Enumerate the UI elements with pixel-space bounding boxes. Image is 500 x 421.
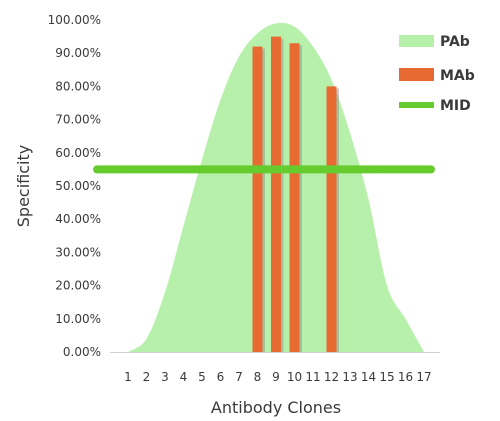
x-tick-label: 5 <box>198 370 206 384</box>
mab-bar-12 <box>326 86 337 353</box>
x-tick-label: 8 <box>254 370 262 384</box>
legend-swatch-mab <box>399 68 434 81</box>
legend-swatch-mid <box>399 102 434 108</box>
y-axis-title: Specificity <box>14 145 33 227</box>
x-tick-label: 3 <box>161 370 169 384</box>
y-tick-label: 50.00% <box>55 179 101 193</box>
y-tick-label: 40.00% <box>55 212 101 226</box>
legend-swatch-pab <box>399 35 434 47</box>
mab-bar-8 <box>252 46 263 353</box>
y-tick-label: 80.00% <box>55 79 101 93</box>
x-tick-label: 14 <box>361 370 376 384</box>
legend-label-mab: MAb <box>440 68 475 84</box>
x-tick-label: 9 <box>272 370 280 384</box>
y-axis: 0.00% 10.00% 20.00% 30.00% 40.00% 50.00% 60.00… <box>48 13 101 359</box>
mab-bar-10 <box>289 43 300 353</box>
y-tick-label: 90.00% <box>55 46 101 60</box>
y-tick-label: 30.00% <box>55 245 101 259</box>
x-axis: 1 2 3 4 5 6 7 8 9 10 11 12 13 14 15 16 17 <box>110 352 440 384</box>
y-tick-label: 70.00% <box>55 113 101 127</box>
x-tick-label: 11 <box>305 370 320 384</box>
x-tick-label: 4 <box>180 370 188 384</box>
legend-label-mid: MID <box>440 98 471 114</box>
x-axis-title: Antibody Clones <box>211 398 341 417</box>
legend: PAb MAb MID <box>399 34 475 114</box>
legend-label-pab: PAb <box>440 34 470 50</box>
x-tick-label: 7 <box>235 370 243 384</box>
y-tick-label: 0.00% <box>63 345 101 359</box>
x-tick-label: 16 <box>398 370 413 384</box>
x-tick-label: 6 <box>217 370 225 384</box>
y-tick-label: 10.00% <box>55 312 101 326</box>
bar-layer <box>252 36 339 353</box>
x-tick-label: 13 <box>342 370 357 384</box>
mab-bar-9 <box>271 36 281 352</box>
x-tick-label: 1 <box>124 370 132 384</box>
x-tick-label: 17 <box>416 370 431 384</box>
y-tick-label: 100.00% <box>48 13 101 27</box>
x-tick-label: 10 <box>287 370 302 384</box>
y-tick-label: 20.00% <box>55 279 101 293</box>
x-tick-label: 12 <box>324 370 339 384</box>
x-tick-label: 15 <box>379 370 394 384</box>
x-tick-label: 2 <box>143 370 151 384</box>
y-tick-label: 60.00% <box>55 146 101 160</box>
